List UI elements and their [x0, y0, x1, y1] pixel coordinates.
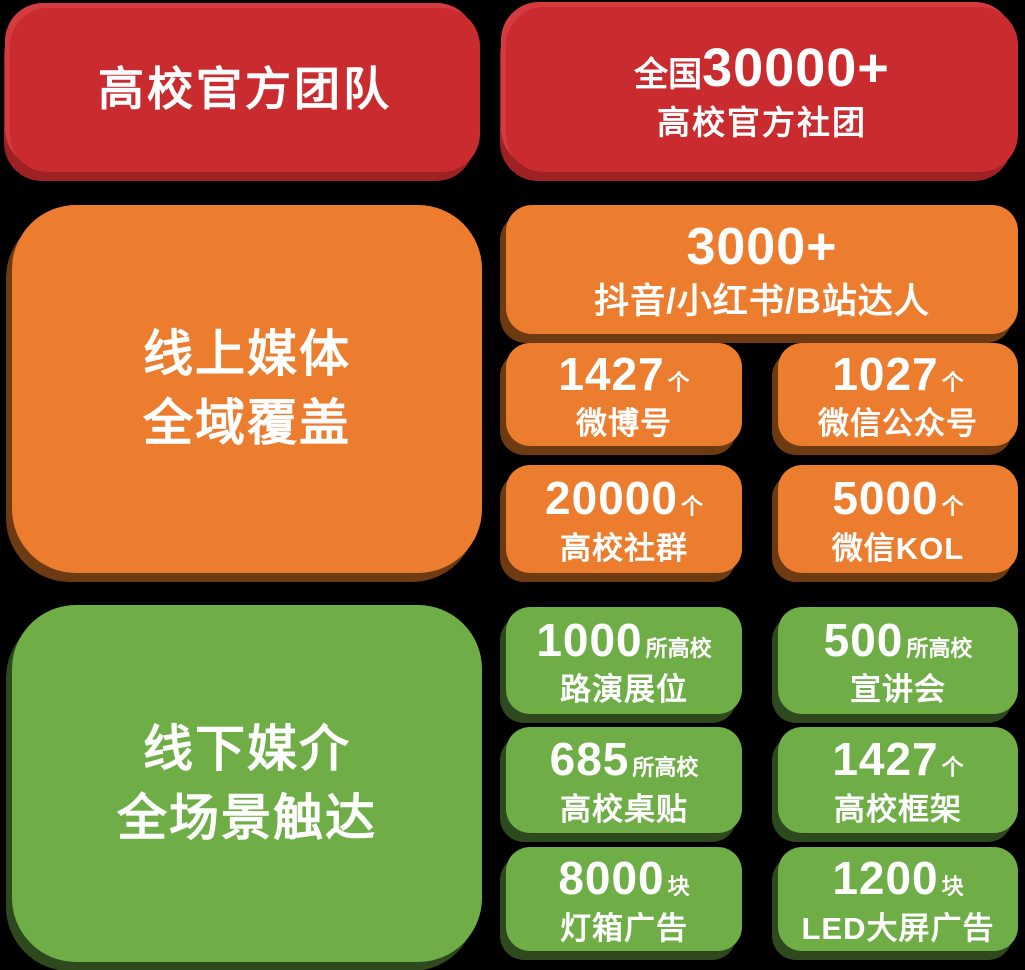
- card-number: 1427: [832, 733, 939, 786]
- card-unit: 块: [941, 874, 964, 900]
- card-label: LED大屏广告: [801, 910, 995, 946]
- card-label: 高校桌贴: [560, 791, 688, 827]
- influencers-card: 3000+ 抖音/小红书/B站达人: [506, 205, 1018, 334]
- card-label: 灯箱广告: [560, 910, 688, 946]
- card-label: 路演展位: [560, 672, 688, 707]
- online-media-title-box: 线上媒体 全域覆盖: [12, 205, 482, 573]
- card-unit: 所高校: [906, 635, 973, 661]
- online-media-title-line2: 全域覆盖: [143, 395, 351, 451]
- card-unit: 个: [680, 494, 703, 520]
- card-label: 高校社群: [560, 530, 688, 566]
- card-label: 宣讲会: [850, 672, 946, 707]
- weibo-accounts-card: 1427 个 微博号: [506, 343, 742, 446]
- wechat-kol-card: 5000 个 微信KOL: [778, 465, 1018, 573]
- info-sessions-card: 500 所高校 宣讲会: [778, 607, 1018, 714]
- influencers-label: 抖音/小红书/B站达人: [594, 281, 930, 321]
- card-unit: 块: [667, 874, 690, 900]
- card-number-line: 1027 个: [832, 347, 963, 402]
- card-number: 1200: [832, 852, 939, 905]
- card-number-line: 500 所高校: [824, 613, 973, 668]
- card-unit: 所高校: [632, 755, 699, 781]
- stat-label: 高校官方社团: [657, 104, 867, 142]
- card-unit: 个: [941, 369, 964, 395]
- card-number: 1427: [558, 347, 665, 400]
- card-number-line: 1427 个: [558, 347, 689, 402]
- card-number: 5000: [832, 472, 939, 525]
- led-screen-ads-card: 1200 块 LED大屏广告: [778, 847, 1018, 951]
- offline-media-title-line1: 线下媒介: [143, 720, 351, 777]
- card-number-line: 5000 个: [832, 471, 963, 526]
- card-number: 20000: [545, 472, 678, 525]
- lightbox-ads-card: 8000 块 灯箱广告: [506, 847, 742, 951]
- card-label: 微信公众号: [818, 406, 978, 441]
- card-number-line: 1200 块: [832, 851, 963, 906]
- card-number: 1027: [832, 347, 939, 400]
- desk-stickers-card: 685 所高校 高校桌贴: [506, 727, 742, 833]
- card-number-line: 685 所高校: [550, 732, 699, 787]
- card-number-line: 8000 块: [558, 851, 689, 906]
- campus-communities-card: 20000 个 高校社群: [506, 465, 742, 573]
- online-media-title-line1: 线上媒体: [143, 326, 351, 382]
- card-unit: 个: [941, 494, 964, 520]
- card-number-line: 1000 所高校: [536, 613, 711, 668]
- card-label: 高校框架: [834, 791, 962, 827]
- card-number: 685: [549, 733, 630, 786]
- influencers-number: 3000+: [686, 218, 838, 277]
- roadshow-booths-card: 1000 所高校 路演展位: [506, 607, 742, 714]
- offline-media-title: 线下媒介 全场景触达: [117, 715, 377, 853]
- card-label: 微博号: [576, 406, 672, 441]
- official-team-stat-line: 全国 30000+: [634, 36, 890, 101]
- card-unit: 个: [941, 755, 964, 781]
- wechat-public-accounts-card: 1027 个 微信公众号: [778, 343, 1018, 446]
- stat-number: 30000+: [702, 38, 890, 99]
- card-unit: 所高校: [645, 635, 712, 661]
- online-media-title: 线上媒体 全域覆盖: [143, 320, 351, 458]
- campus-frames-card: 1427 个 高校框架: [778, 727, 1018, 833]
- stat-prefix: 全国: [634, 56, 703, 95]
- card-unit: 个: [667, 369, 690, 395]
- official-team-title-box: 高校官方团队: [10, 8, 480, 172]
- card-number: 8000: [558, 852, 665, 905]
- official-team-stat-box: 全国 30000+ 高校官方社团: [506, 7, 1018, 172]
- card-number-line: 20000 个: [545, 471, 703, 526]
- card-label: 微信KOL: [831, 530, 965, 566]
- offline-media-title-line2: 全场景触达: [117, 789, 377, 846]
- card-number: 1000: [536, 613, 643, 666]
- card-number: 500: [823, 613, 904, 666]
- official-team-title: 高校官方团队: [98, 63, 392, 116]
- card-number-line: 1427 个: [832, 732, 963, 787]
- offline-media-title-box: 线下媒介 全场景触达: [12, 605, 482, 962]
